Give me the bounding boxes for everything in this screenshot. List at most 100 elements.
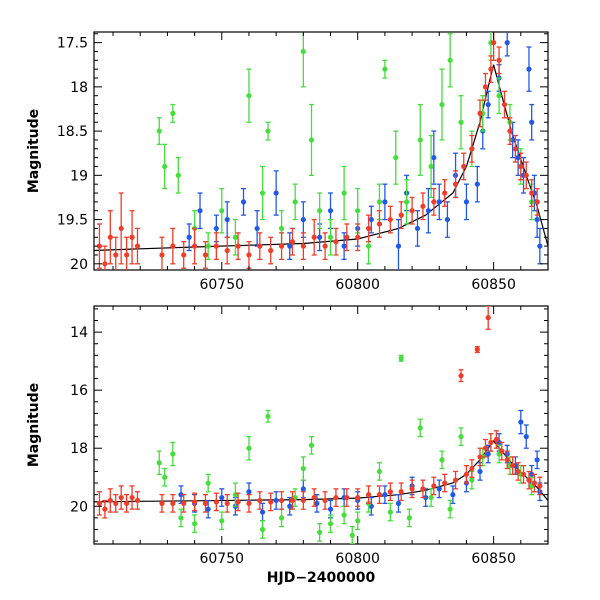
marker xyxy=(257,497,263,504)
marker xyxy=(499,448,505,454)
marker xyxy=(463,471,470,477)
data-point xyxy=(420,479,426,499)
marker xyxy=(317,208,323,214)
marker xyxy=(235,499,241,505)
data-point xyxy=(458,369,464,383)
data-point xyxy=(431,130,437,185)
data-point xyxy=(308,103,315,176)
data-point xyxy=(382,485,388,505)
data-point xyxy=(205,473,211,493)
marker xyxy=(393,155,399,161)
marker xyxy=(510,463,516,469)
data-point xyxy=(485,444,491,464)
data-point xyxy=(219,488,225,507)
marker xyxy=(333,239,339,245)
data-point xyxy=(452,170,459,199)
marker xyxy=(529,471,535,477)
marker xyxy=(259,190,266,196)
marker xyxy=(246,489,252,495)
marker xyxy=(428,494,434,501)
data-point xyxy=(368,205,374,234)
marker xyxy=(417,425,423,431)
marker xyxy=(404,199,410,205)
data-point xyxy=(219,187,225,234)
marker xyxy=(469,146,475,152)
data-point xyxy=(431,187,437,216)
marker xyxy=(461,163,467,170)
data-point xyxy=(409,196,415,225)
marker xyxy=(159,500,165,506)
marker xyxy=(355,494,361,501)
data-point xyxy=(273,170,279,216)
data-point xyxy=(278,491,285,510)
marker xyxy=(417,137,423,143)
data-point xyxy=(450,485,456,505)
marker xyxy=(485,315,491,321)
data-point xyxy=(322,232,328,261)
marker xyxy=(420,486,426,492)
x-tick-label: 60800 xyxy=(335,551,380,567)
marker xyxy=(485,101,491,108)
data-point xyxy=(175,156,181,194)
marker xyxy=(178,492,184,498)
marker xyxy=(162,163,168,170)
data-point xyxy=(224,236,230,265)
data-point xyxy=(518,409,524,435)
marker xyxy=(300,243,306,249)
marker xyxy=(523,172,529,178)
marker xyxy=(406,515,412,521)
marker xyxy=(439,457,445,463)
marker xyxy=(317,234,323,240)
data-point xyxy=(507,117,513,146)
marker xyxy=(365,492,372,498)
data-point xyxy=(463,464,470,484)
data-point xyxy=(382,59,388,79)
marker xyxy=(488,439,494,446)
marker xyxy=(504,457,510,463)
data-point xyxy=(333,227,339,256)
data-point xyxy=(499,441,505,461)
data-point xyxy=(474,165,480,203)
marker xyxy=(265,128,271,134)
data-point xyxy=(224,494,230,513)
data-point xyxy=(398,354,404,362)
marker xyxy=(491,40,497,46)
marker xyxy=(428,163,434,170)
marker xyxy=(162,474,168,480)
marker xyxy=(259,526,266,533)
data-point xyxy=(181,494,187,513)
data-point xyxy=(447,499,453,519)
data-point xyxy=(235,492,241,512)
data-point xyxy=(341,232,347,261)
x-tick-label: 60850 xyxy=(471,277,516,293)
data-point xyxy=(365,485,372,505)
marker xyxy=(398,489,404,495)
marker xyxy=(181,500,187,506)
marker xyxy=(107,497,113,504)
data-point xyxy=(395,218,402,270)
marker xyxy=(537,483,543,489)
marker xyxy=(278,515,285,521)
marker xyxy=(300,486,306,492)
data-point xyxy=(409,479,415,499)
data-point xyxy=(170,227,176,265)
marker xyxy=(501,101,508,108)
data-point xyxy=(398,201,404,230)
data-point xyxy=(439,68,445,141)
data-point xyxy=(387,502,393,522)
marker xyxy=(485,451,491,457)
marker xyxy=(507,128,513,134)
x-tick-label: 60850 xyxy=(471,551,516,567)
marker xyxy=(178,515,184,521)
data-point xyxy=(124,236,130,270)
marker xyxy=(113,500,119,506)
marker xyxy=(273,190,279,196)
y-tick-label: 16 xyxy=(70,383,88,399)
bottom-x-axis-label: HJD−2400000 xyxy=(267,570,376,586)
data-point xyxy=(102,245,108,270)
marker xyxy=(365,243,372,249)
data-point xyxy=(474,345,480,354)
marker xyxy=(341,512,347,518)
marker xyxy=(213,225,219,232)
data-point xyxy=(404,179,410,225)
